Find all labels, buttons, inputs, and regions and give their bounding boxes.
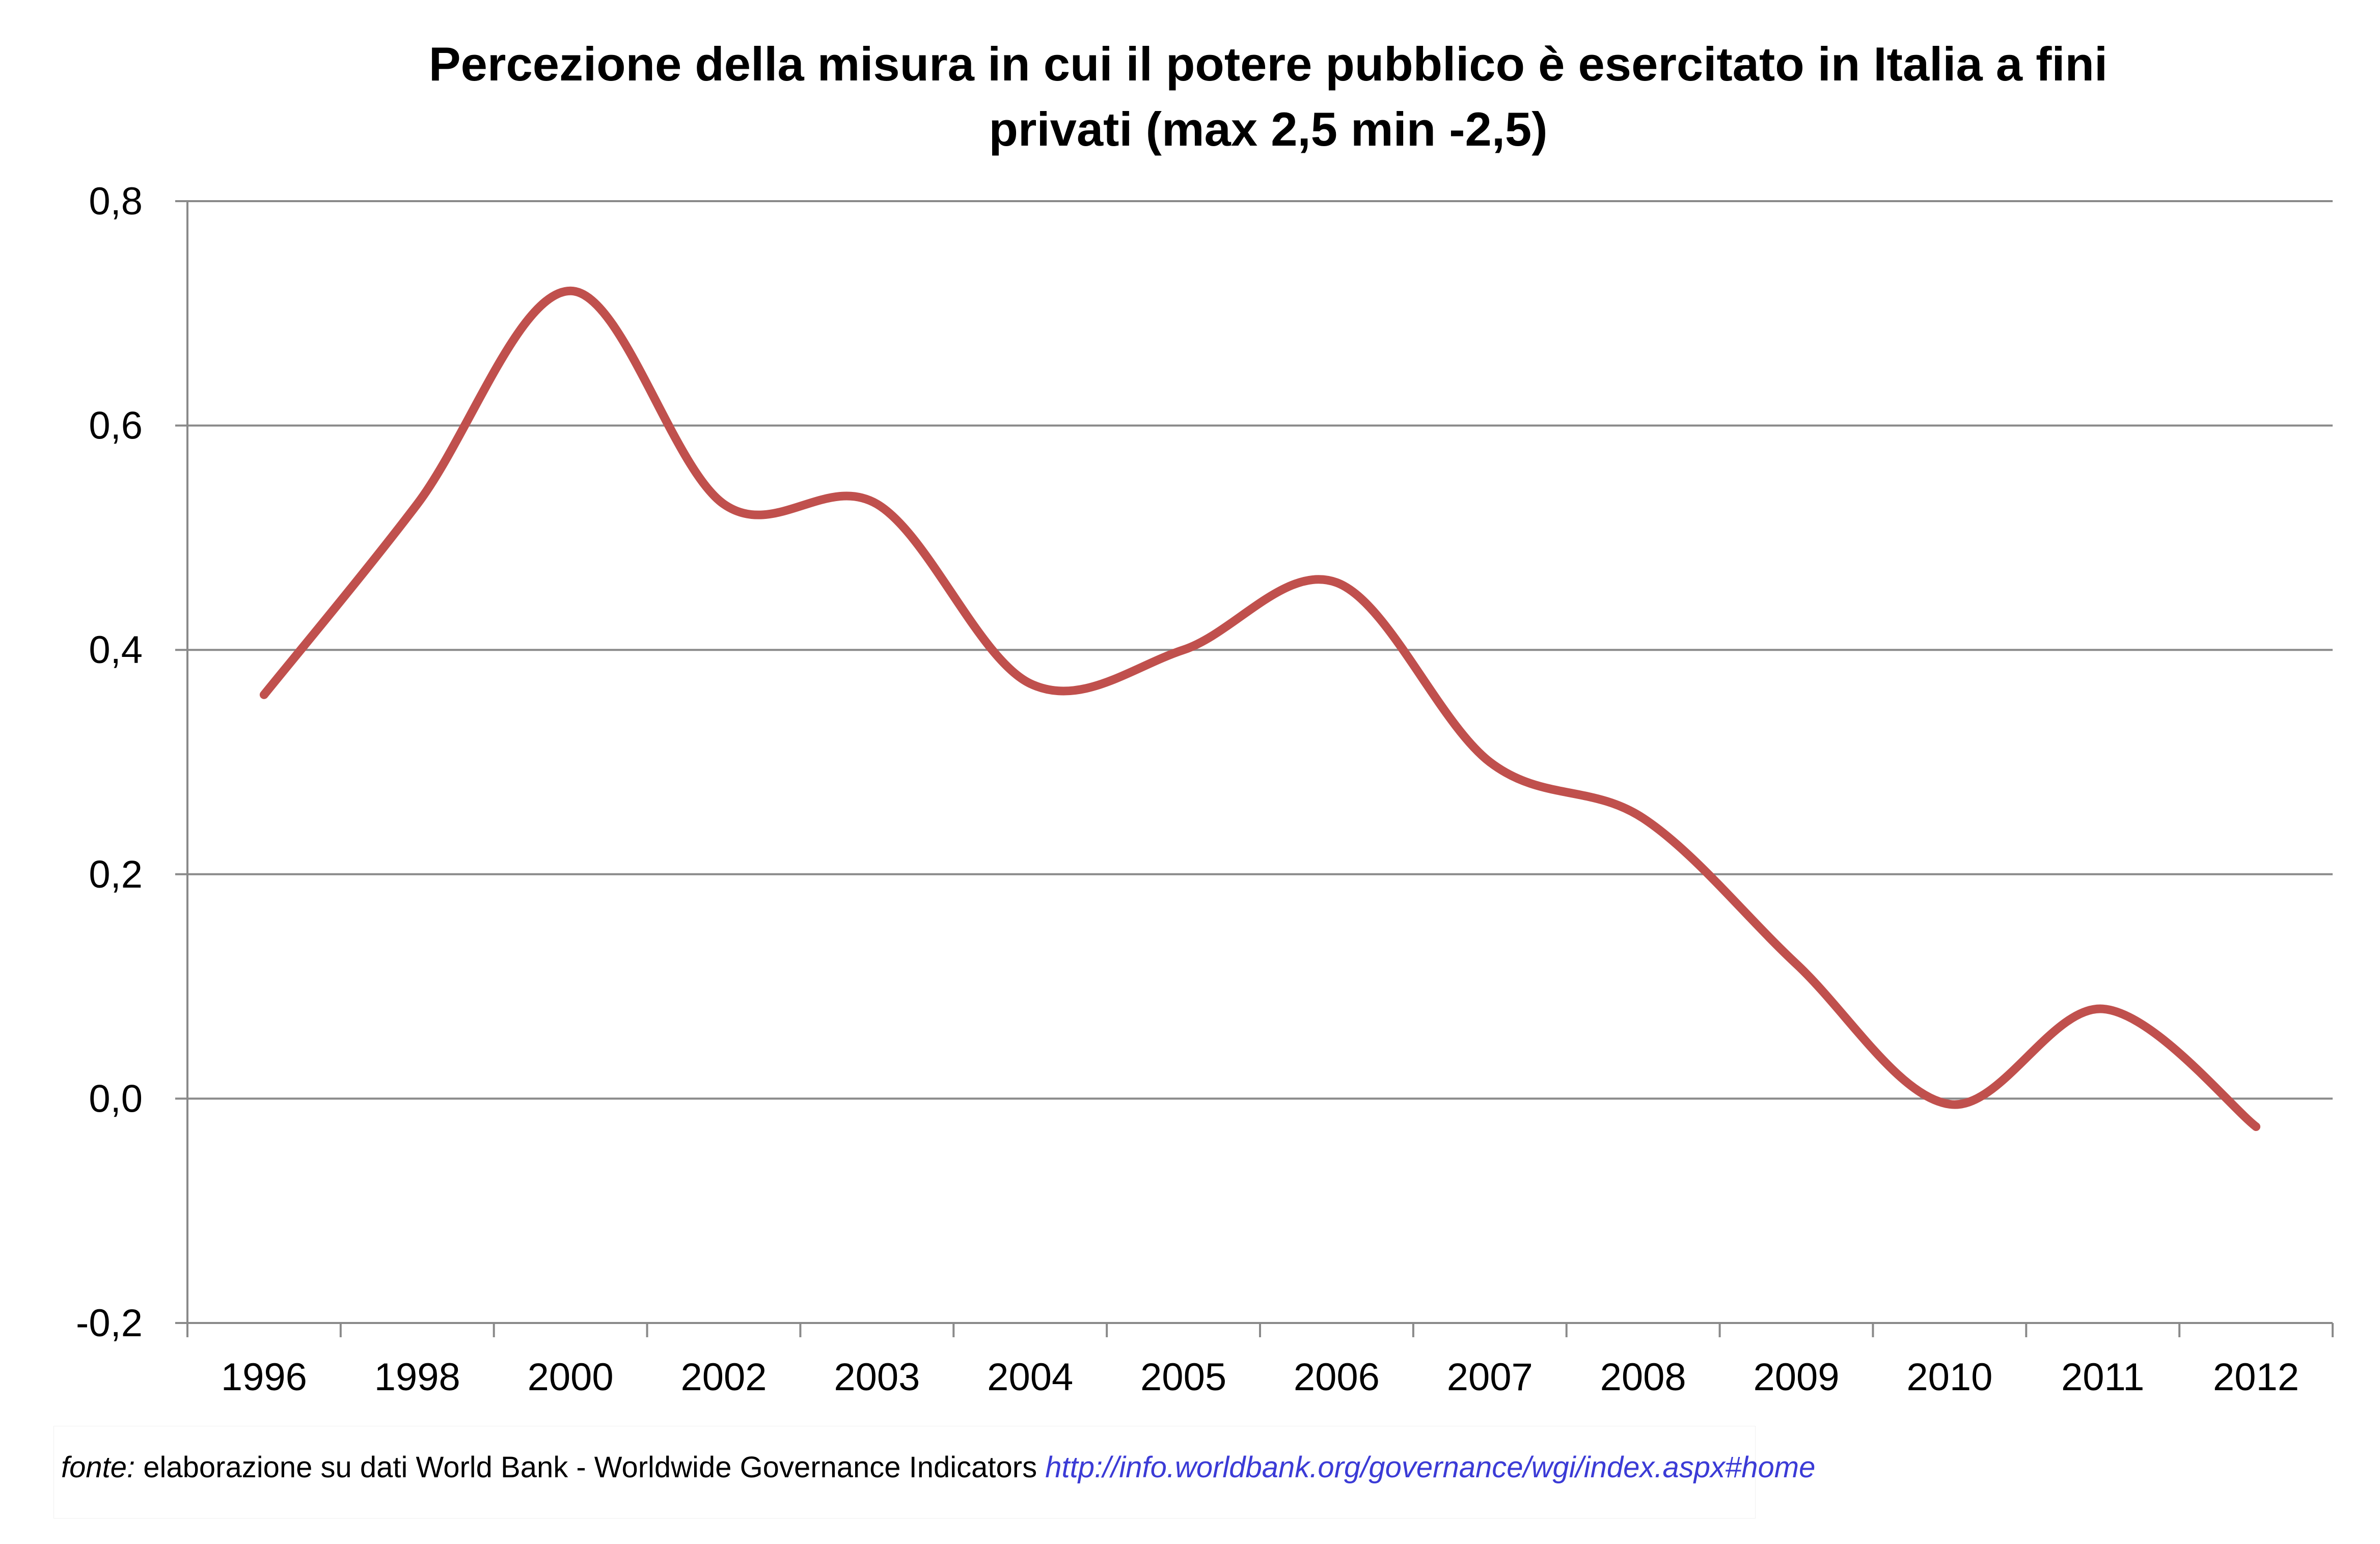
- axes: [175, 200, 2334, 1337]
- x-tick-label: 1998: [374, 1356, 460, 1399]
- x-tick-label: 2006: [1294, 1356, 1380, 1399]
- x-tick-labels: 1996 1998 2000 2002 2003 2004 2005 2006 2007 2008…: [221, 1356, 2299, 1399]
- chart-title-line-2: privati (max 2,5 min -2,5): [989, 102, 1547, 156]
- x-tick-label: 2004: [987, 1356, 1073, 1399]
- source-box: [53, 1426, 1756, 1519]
- gridlines: [187, 200, 2333, 1100]
- series-layer: [259, 286, 2261, 1131]
- y-tick-labels: -0,2 0,0 0,2 0,4 0,6 0,8: [76, 180, 143, 1345]
- source-text: elaborazione su dati World Bank - Worldw…: [135, 1451, 1046, 1484]
- x-tick-label: 2011: [2061, 1356, 2144, 1399]
- source-label: fonte:: [61, 1451, 135, 1484]
- x-tick-label: 2008: [1600, 1356, 1686, 1399]
- x-tick-label: 2005: [1140, 1356, 1226, 1399]
- source-link[interactable]: http://info.worldbank.org/governance/wgi…: [1045, 1451, 1816, 1484]
- y-tick-label: 0,0: [89, 1077, 143, 1120]
- y-tick-label: -0,2: [76, 1302, 143, 1345]
- y-tick-label: 0,8: [89, 180, 143, 223]
- y-tick-label: 0,6: [89, 404, 143, 448]
- x-tick-label: 2002: [680, 1356, 767, 1399]
- y-tick-label: 0,2: [89, 853, 143, 896]
- y-tick-label: 0,4: [89, 628, 143, 672]
- x-tick-label: 2003: [834, 1356, 920, 1399]
- x-tick-label: 2000: [528, 1356, 614, 1399]
- series-line: [259, 286, 2261, 1131]
- x-tick-label: 2007: [1447, 1356, 1533, 1399]
- chart-title-line-1: Percezione della misura in cui il potere…: [429, 37, 2108, 91]
- x-tick-label: 1996: [221, 1356, 307, 1399]
- source-note: fonte: elaborazione su dati World Bank -…: [61, 1450, 1815, 1484]
- x-tick-label: 2009: [1753, 1356, 1839, 1399]
- x-tick-label: 2012: [2213, 1356, 2299, 1399]
- x-tick-label: 2010: [1906, 1356, 1992, 1399]
